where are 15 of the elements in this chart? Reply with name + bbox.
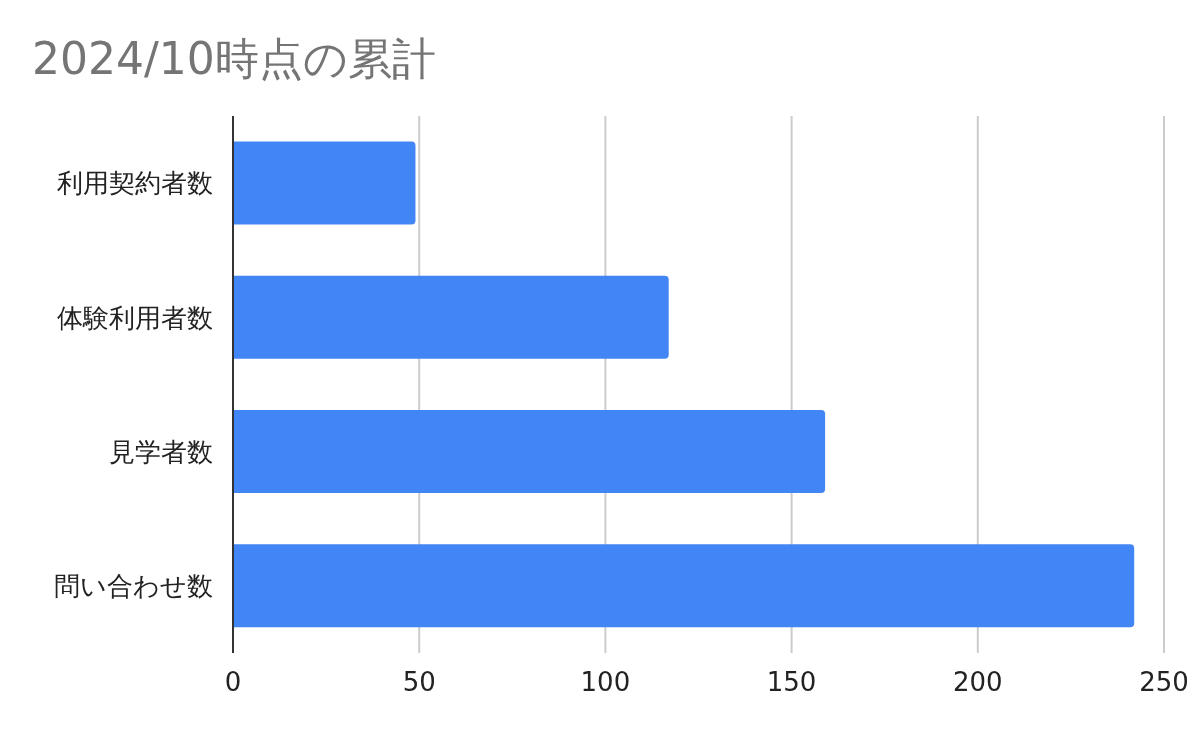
x-tick-label: 0 bbox=[224, 667, 242, 698]
x-tick-label: 100 bbox=[580, 667, 631, 698]
x-tick-label: 250 bbox=[1139, 667, 1189, 698]
y-tick-label: 見学者数 bbox=[109, 436, 213, 467]
x-tick-label: 200 bbox=[952, 667, 1003, 698]
y-tick-label: 問い合わせ数 bbox=[54, 571, 213, 602]
chart-title: 2024/10時点の累計 bbox=[32, 32, 436, 86]
bar bbox=[233, 141, 416, 225]
bar bbox=[233, 544, 1135, 628]
x-tick-label: 50 bbox=[402, 667, 436, 698]
y-tick-label: 利用契約者数 bbox=[57, 168, 213, 199]
bar bbox=[233, 275, 669, 359]
bar bbox=[233, 410, 826, 494]
x-tick-label: 150 bbox=[766, 667, 817, 698]
y-tick-label: 体験利用者数 bbox=[57, 302, 213, 333]
